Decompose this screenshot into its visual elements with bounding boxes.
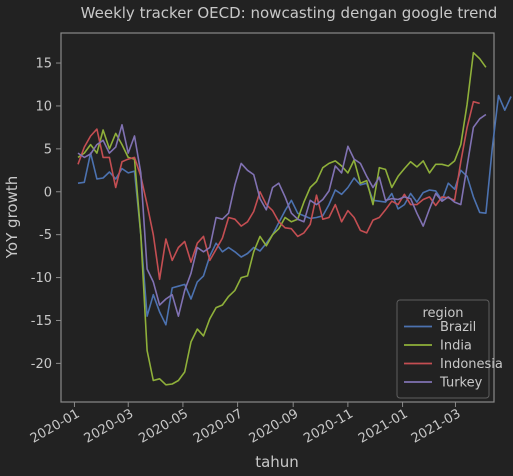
legend: region Brazil India Indonesia Turkey [396,299,503,399]
y-tick-label: -5 [39,228,52,243]
legend-items: Brazil India Indonesia Turkey [404,320,503,391]
series-lines [77,51,512,386]
y-tick-label: -20 [31,357,52,372]
axes-frame [60,32,495,403]
chart-title: Weekly tracker OECD: nowcasting dengan g… [81,4,498,22]
legend-label: Brazil [440,320,476,335]
series-line-brazil [77,94,512,326]
series-line-india [77,51,487,386]
legend-label: Indonesia [440,357,503,372]
legend-label: Turkey [439,376,483,391]
y-tick-label: 10 [35,99,52,114]
y-axis-label: YoY growth [3,176,21,259]
y-tick-label: 5 [44,142,52,157]
y-tick-label: 15 [35,57,52,72]
y-axis: -20 -15 -10 -5 0 5 10 15 [31,57,61,372]
series-line-turkey [77,113,487,318]
legend-title: region [422,306,463,321]
legend-box [396,299,490,399]
y-tick-label: -10 [31,271,52,286]
legend-label: India [440,339,472,354]
y-tick-label: -15 [31,314,52,329]
x-axis-label: tahun [255,453,299,471]
y-tick-label: 0 [44,185,52,200]
